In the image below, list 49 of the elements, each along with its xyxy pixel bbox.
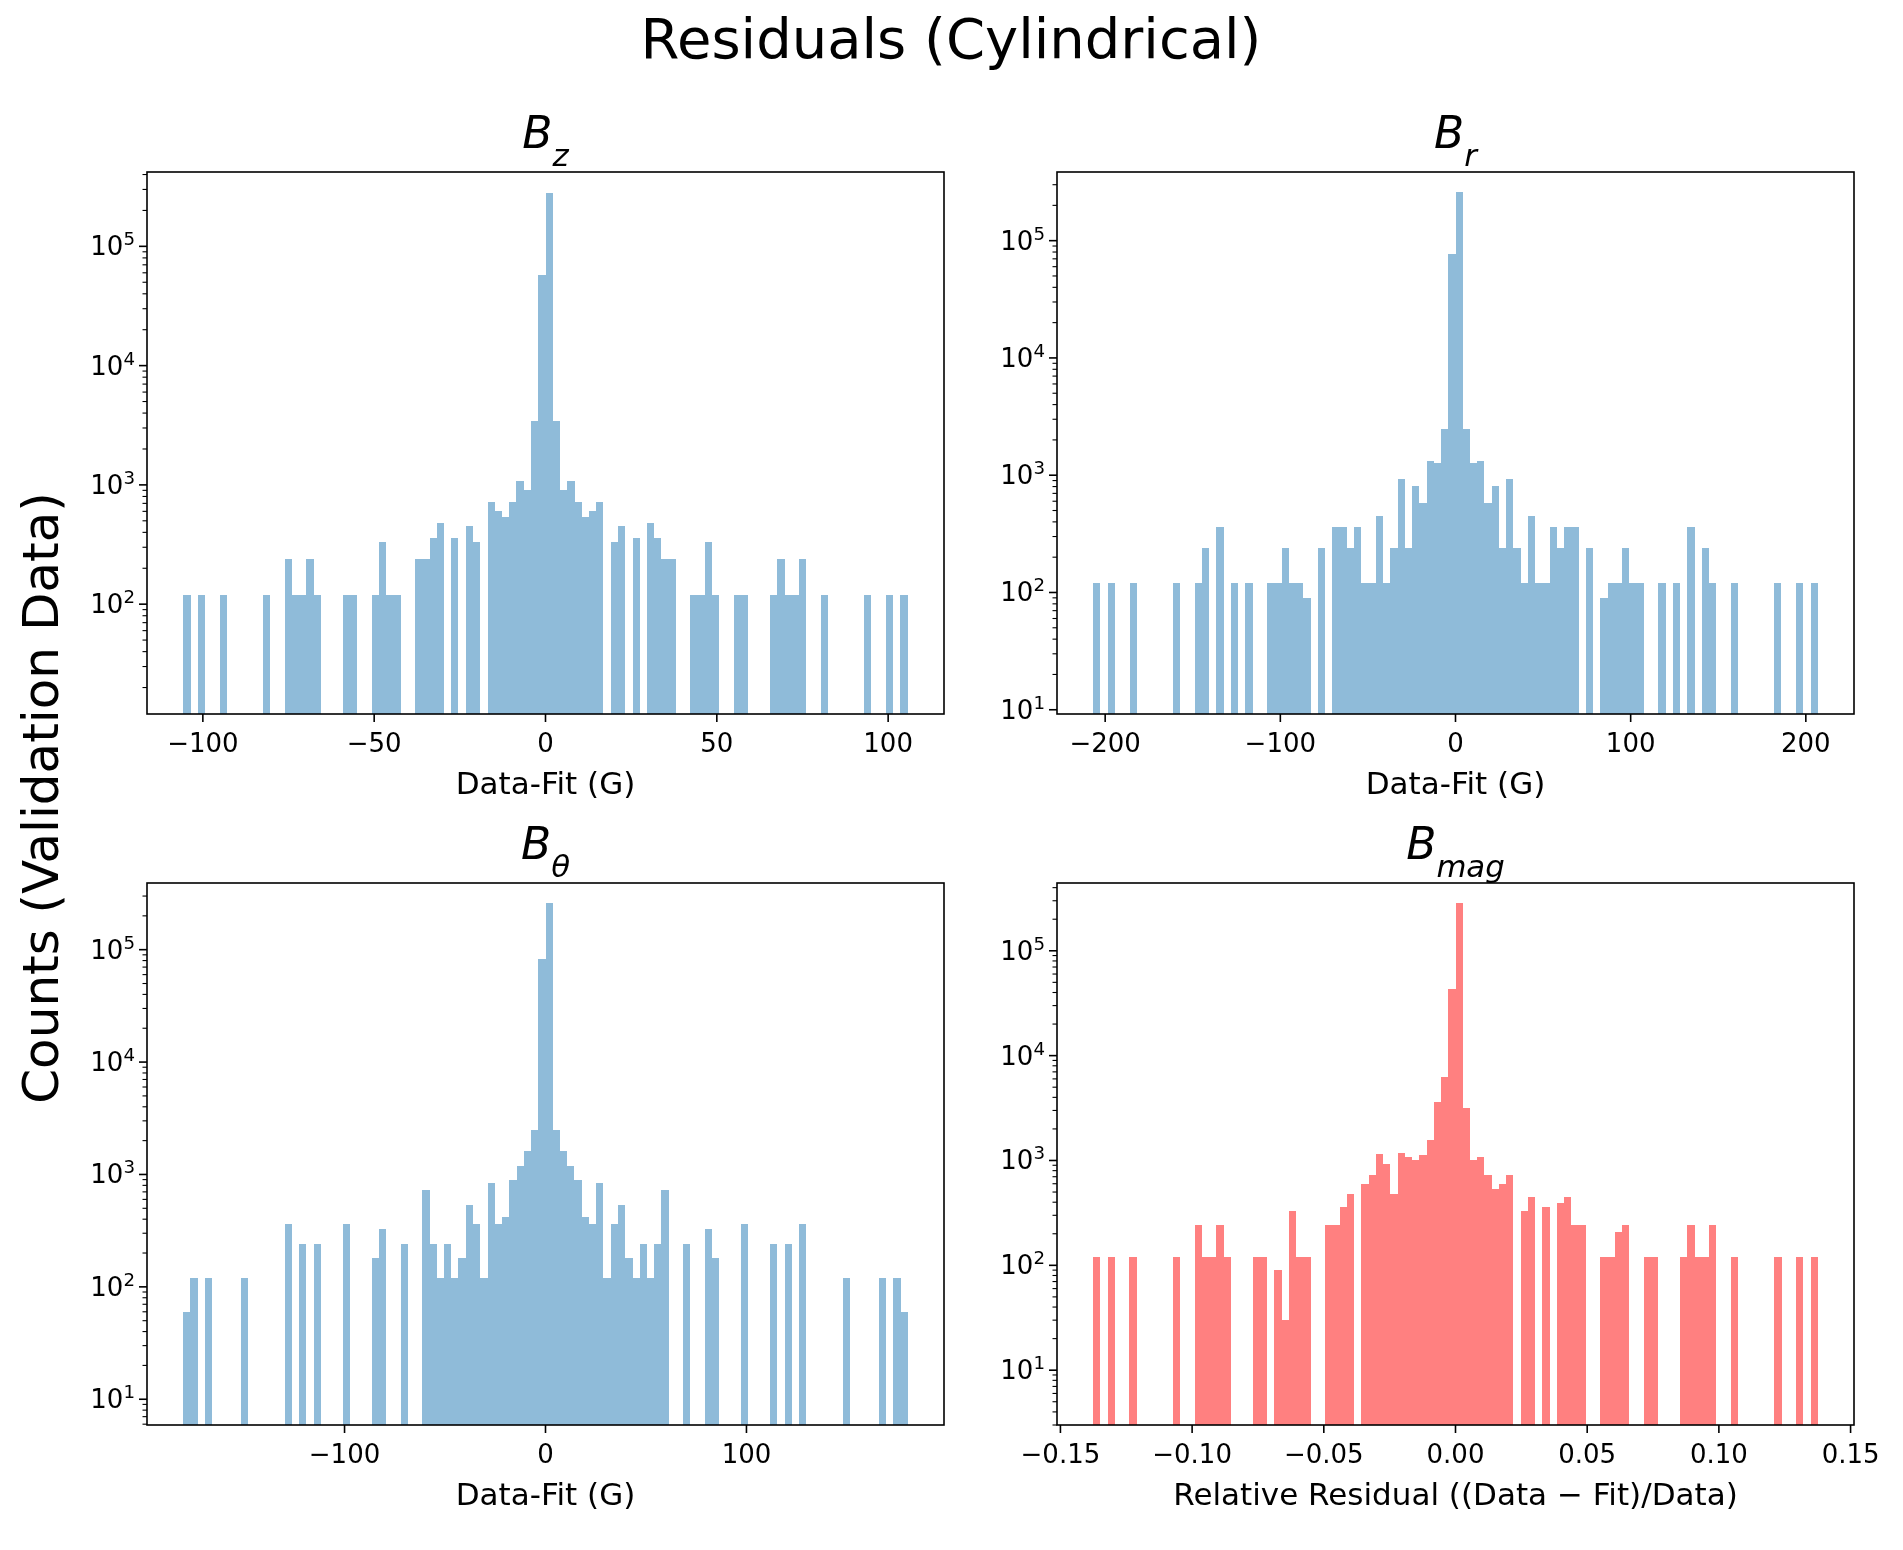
y-tick-label: 10$^{3}$ [90,466,135,500]
chart-title: B$_{r}$ [1434,107,1480,173]
y-tick-label: 10$^{1}$ [1000,1351,1045,1386]
y-tick-label: 10$^{4}$ [90,347,135,381]
x-tick-label: 0.00 [1426,1439,1485,1469]
x-tick-label: 100 [863,728,913,758]
y-tick-label: 10$^{1}$ [1000,691,1045,725]
x-tick-label: 50 [700,728,734,758]
y-tick-label: 10$^{4}$ [1000,1037,1045,1071]
x-axis-title: Data-Fit (G) [1365,765,1546,801]
x-axis-title: Data-Fit (G) [455,1476,636,1512]
y-tick-label: 10$^{5}$ [1000,222,1045,256]
x-axis-title: Data-Fit (G) [455,765,636,801]
y-tick-label: 10$^{2}$ [1000,573,1045,608]
x-tick-label: 0.10 [1689,1439,1748,1469]
chart-title: B$_{θ}$ [520,818,571,884]
y-tick-label: 10$^{4}$ [90,1043,135,1078]
x-axis-title: Relative Residual ((Data − Fit)/Data) [1173,1476,1738,1512]
x-tick-label: 100 [721,1439,772,1469]
y-tick-label: 10$^{4}$ [1000,339,1045,373]
x-tick-label: −0.15 [1020,1439,1101,1469]
y-tick-label: 10$^{5}$ [90,931,135,965]
x-tick-label: 200 [1781,728,1831,758]
chart-title: B$_{z}$ [522,107,570,173]
x-tick-label: −100 [167,728,239,758]
y-tick-label: 10$^{5}$ [1000,932,1045,966]
y-tick-label: 10$^{5}$ [90,227,135,262]
y-tick-label: 10$^{3}$ [1000,456,1045,491]
x-tick-label: −100 [1244,728,1317,758]
x-tick-label: −200 [1069,728,1141,758]
x-tick-label: 0 [1447,728,1464,758]
x-tick-label: −50 [346,728,402,758]
x-tick-label: 0 [537,1439,554,1469]
y-tick-label: 10$^{2}$ [90,1268,135,1302]
x-tick-label: 0.05 [1558,1439,1617,1469]
y-tick-label: 10$^{3}$ [90,1155,135,1190]
chart-title: B$_{mag}$ [1406,818,1505,884]
x-tick-label: 0 [537,728,554,758]
text: Counts (Validation Data) [12,492,70,1104]
x-tick-label: 0.15 [1821,1439,1880,1469]
y-tick-label: 10$^{2}$ [90,585,135,620]
y-tick-label: 10$^{2}$ [1000,1246,1045,1281]
x-tick-label: −100 [308,1439,381,1469]
x-tick-label: −0.10 [1152,1439,1232,1469]
x-tick-label: 100 [1605,728,1656,758]
y-tick-label: 10$^{1}$ [90,1380,135,1415]
y-tick-label: 10$^{3}$ [1000,1141,1045,1176]
text: Residuals (Cylindrical) [640,6,1262,71]
x-tick-label: −0.05 [1283,1439,1364,1469]
